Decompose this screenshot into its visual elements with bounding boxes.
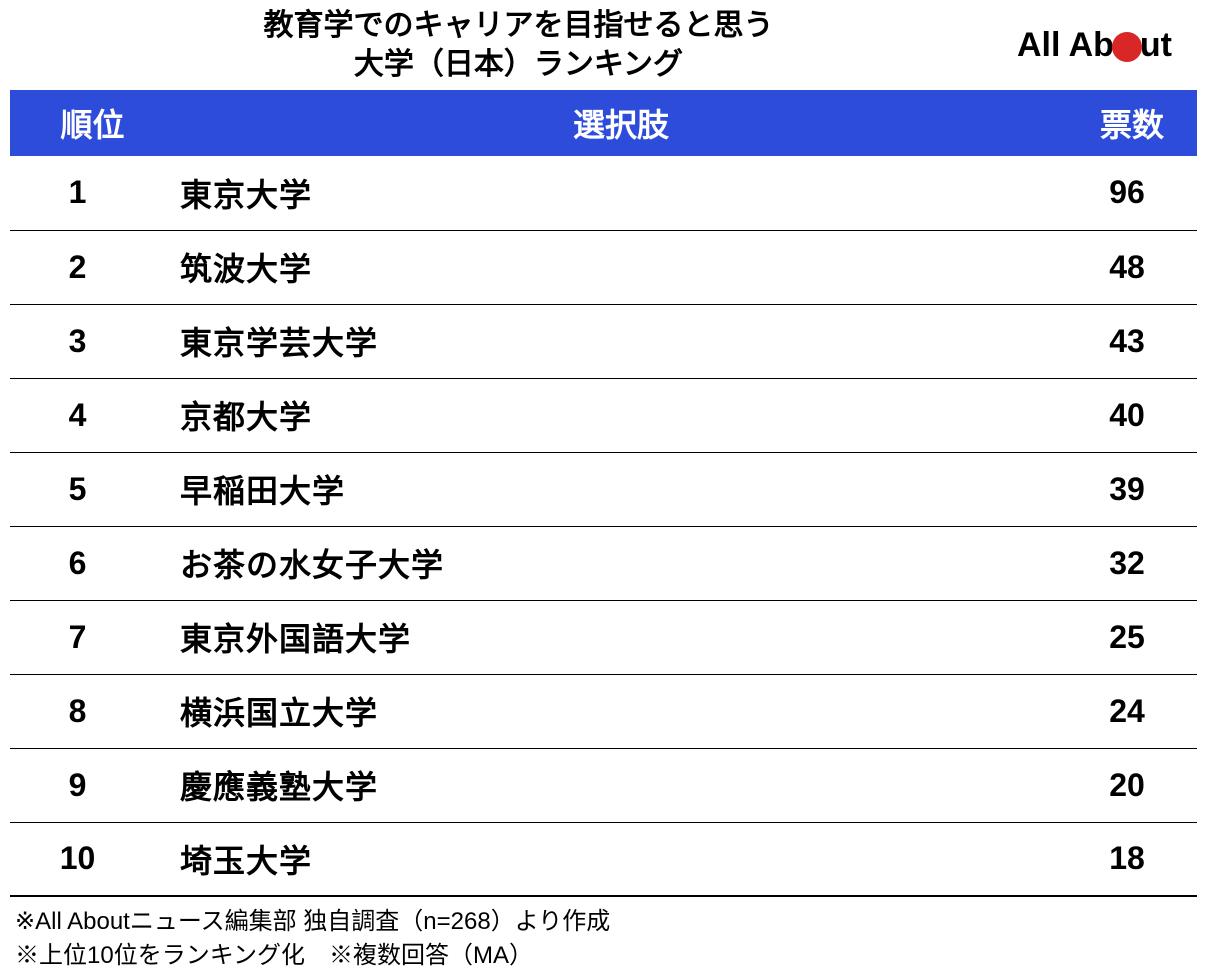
cell-choice: 慶應義塾大学 xyxy=(175,748,1067,822)
logo-dot-icon xyxy=(1112,32,1142,62)
ranking-container: 教育学でのキャリアを目指せると思う 大学（日本）ランキング All Ab ut 順… xyxy=(0,0,1207,968)
cell-rank: 7 xyxy=(10,600,175,674)
page-title: 教育学でのキャリアを目指せると思う 大学（日本）ランキング xyxy=(20,6,1017,84)
allabout-logo: All Ab ut xyxy=(1017,26,1187,65)
cell-choice: 早稲田大学 xyxy=(175,452,1067,526)
cell-votes: 96 xyxy=(1067,156,1197,230)
header-votes: 票数 xyxy=(1067,90,1197,156)
header-choice: 選択肢 xyxy=(175,90,1067,156)
table-row: 5早稲田大学39 xyxy=(10,452,1197,526)
header-rank: 順位 xyxy=(10,90,175,156)
cell-choice: 東京外国語大学 xyxy=(175,600,1067,674)
table-row: 3東京学芸大学43 xyxy=(10,304,1197,378)
cell-rank: 9 xyxy=(10,748,175,822)
cell-choice: 京都大学 xyxy=(175,378,1067,452)
cell-choice: 東京大学 xyxy=(175,156,1067,230)
table-row: 4京都大学40 xyxy=(10,378,1197,452)
table-row: 9慶應義塾大学20 xyxy=(10,748,1197,822)
cell-rank: 6 xyxy=(10,526,175,600)
table-wrapper: 順位 選択肢 票数 1東京大学962筑波大学483東京学芸大学434京都大学40… xyxy=(0,90,1207,897)
cell-rank: 8 xyxy=(10,674,175,748)
cell-rank: 5 xyxy=(10,452,175,526)
cell-choice: 横浜国立大学 xyxy=(175,674,1067,748)
cell-votes: 24 xyxy=(1067,674,1197,748)
cell-rank: 2 xyxy=(10,230,175,304)
table-row: 2筑波大学48 xyxy=(10,230,1197,304)
cell-rank: 10 xyxy=(10,822,175,896)
cell-votes: 18 xyxy=(1067,822,1197,896)
cell-rank: 4 xyxy=(10,378,175,452)
cell-choice: お茶の水女子大学 xyxy=(175,526,1067,600)
table-row: 8横浜国立大学24 xyxy=(10,674,1197,748)
ranking-table: 順位 選択肢 票数 1東京大学962筑波大学483東京学芸大学434京都大学40… xyxy=(10,90,1197,897)
table-row: 1東京大学96 xyxy=(10,156,1197,230)
cell-votes: 32 xyxy=(1067,526,1197,600)
logo-text-2: ut xyxy=(1140,26,1172,65)
header: 教育学でのキャリアを目指せると思う 大学（日本）ランキング All Ab ut xyxy=(0,0,1207,90)
cell-rank: 3 xyxy=(10,304,175,378)
cell-choice: 東京学芸大学 xyxy=(175,304,1067,378)
table-body: 1東京大学962筑波大学483東京学芸大学434京都大学405早稲田大学396お… xyxy=(10,156,1197,896)
table-row: 7東京外国語大学25 xyxy=(10,600,1197,674)
footnote-line1: ※All Aboutニュース編集部 独自調査（n=268）より作成 xyxy=(15,905,1192,939)
footnote-line2: ※上位10位をランキング化 ※複数回答（MA） xyxy=(15,939,1192,973)
cell-rank: 1 xyxy=(10,156,175,230)
table-row: 6お茶の水女子大学32 xyxy=(10,526,1197,600)
logo-text-1: All Ab xyxy=(1017,26,1114,65)
cell-votes: 43 xyxy=(1067,304,1197,378)
cell-choice: 埼玉大学 xyxy=(175,822,1067,896)
cell-choice: 筑波大学 xyxy=(175,230,1067,304)
cell-votes: 20 xyxy=(1067,748,1197,822)
table-row: 10埼玉大学18 xyxy=(10,822,1197,896)
table-header-row: 順位 選択肢 票数 xyxy=(10,90,1197,156)
title-line2: 大学（日本）ランキング xyxy=(354,48,683,81)
cell-votes: 25 xyxy=(1067,600,1197,674)
cell-votes: 40 xyxy=(1067,378,1197,452)
cell-votes: 39 xyxy=(1067,452,1197,526)
title-line1: 教育学でのキャリアを目指せると思う xyxy=(263,9,773,42)
cell-votes: 48 xyxy=(1067,230,1197,304)
